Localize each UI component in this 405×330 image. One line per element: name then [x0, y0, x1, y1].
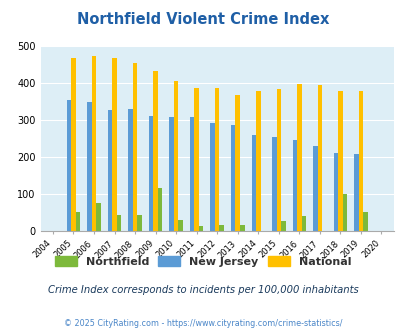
- Bar: [190, 117, 194, 231]
- Bar: [214, 88, 219, 231]
- Bar: [239, 225, 244, 231]
- Bar: [92, 56, 96, 231]
- Bar: [158, 188, 162, 231]
- Bar: [107, 110, 112, 231]
- Bar: [312, 146, 317, 231]
- Bar: [256, 91, 260, 231]
- Bar: [210, 123, 214, 231]
- Bar: [317, 85, 321, 231]
- Bar: [117, 215, 121, 231]
- Bar: [198, 226, 203, 231]
- Bar: [342, 194, 346, 231]
- Bar: [132, 63, 137, 231]
- Bar: [137, 215, 141, 231]
- Bar: [173, 81, 178, 231]
- Bar: [66, 100, 71, 231]
- Text: Northfield Violent Crime Index: Northfield Violent Crime Index: [77, 12, 328, 26]
- Bar: [280, 221, 285, 231]
- Bar: [169, 117, 173, 231]
- Bar: [230, 124, 235, 231]
- Bar: [358, 91, 362, 231]
- Bar: [337, 90, 342, 231]
- Bar: [271, 137, 276, 231]
- Bar: [296, 84, 301, 231]
- Bar: [87, 102, 92, 231]
- Bar: [96, 203, 100, 231]
- Bar: [362, 212, 367, 231]
- Text: © 2025 CityRating.com - https://www.cityrating.com/crime-statistics/: © 2025 CityRating.com - https://www.city…: [64, 319, 341, 328]
- Bar: [301, 216, 305, 231]
- Text: Crime Index corresponds to incidents per 100,000 inhabitants: Crime Index corresponds to incidents per…: [47, 285, 358, 295]
- Legend: Northfield, New Jersey, National: Northfield, New Jersey, National: [50, 251, 355, 271]
- Bar: [276, 89, 280, 231]
- Bar: [153, 71, 158, 231]
- Bar: [353, 154, 358, 231]
- Bar: [112, 58, 117, 231]
- Bar: [178, 220, 183, 231]
- Bar: [251, 135, 256, 231]
- Bar: [235, 95, 239, 231]
- Bar: [292, 140, 296, 231]
- Bar: [71, 58, 75, 231]
- Bar: [194, 88, 198, 231]
- Bar: [75, 212, 80, 231]
- Bar: [128, 109, 132, 231]
- Bar: [149, 116, 153, 231]
- Bar: [333, 153, 337, 231]
- Bar: [219, 225, 224, 231]
